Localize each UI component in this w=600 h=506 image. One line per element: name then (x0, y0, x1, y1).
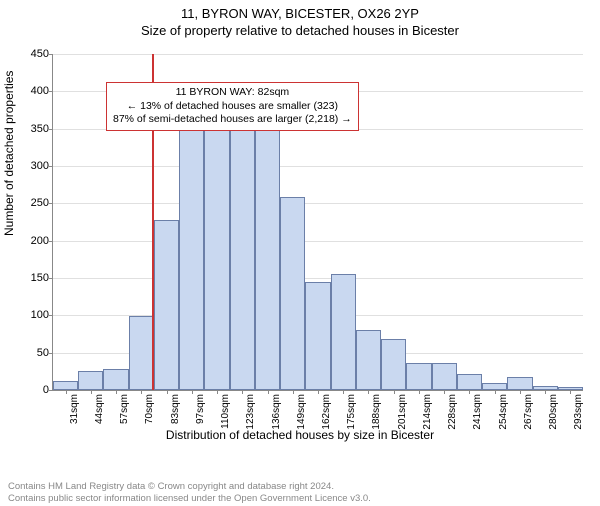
xtick-label: 267sqm (523, 394, 534, 430)
xtick-mark (394, 390, 395, 394)
gridline (53, 54, 583, 55)
xtick-mark (545, 390, 546, 394)
xtick-mark (116, 390, 117, 394)
ytick-mark (49, 54, 53, 55)
ytick-label: 450 (31, 48, 49, 60)
ytick-label: 0 (43, 384, 49, 396)
plot-area: 05010015020025030035040045031sqm44sqm57s… (52, 54, 583, 391)
footer: Contains HM Land Registry data © Crown c… (8, 481, 371, 504)
bar (53, 381, 78, 390)
info-line-2: ← 13% of detached houses are smaller (32… (113, 100, 352, 114)
info-box: 11 BYRON WAY: 82sqm ← 13% of detached ho… (106, 82, 359, 131)
footer-line-2: Contains public sector information licen… (8, 493, 371, 504)
xtick-mark (242, 390, 243, 394)
bar (406, 363, 431, 390)
xtick-label: 110sqm (220, 394, 231, 429)
xtick-label: 175sqm (346, 394, 357, 430)
xtick-mark (343, 390, 344, 394)
xtick-label: 280sqm (548, 394, 559, 430)
info-line-1: 11 BYRON WAY: 82sqm (113, 86, 352, 100)
bar (482, 383, 507, 390)
bar (432, 363, 457, 390)
ytick-label: 250 (31, 197, 49, 209)
xtick-label: 44sqm (94, 394, 105, 424)
xtick-mark (91, 390, 92, 394)
x-axis-label: Distribution of detached houses by size … (0, 428, 600, 442)
ytick-mark (49, 91, 53, 92)
xtick-label: 149sqm (296, 394, 307, 430)
ytick-label: 100 (31, 309, 49, 321)
xtick-mark (444, 390, 445, 394)
ytick-label: 50 (37, 347, 49, 359)
xtick-label: 162sqm (321, 394, 332, 430)
xtick-mark (192, 390, 193, 394)
xtick-mark (318, 390, 319, 394)
xtick-mark (520, 390, 521, 394)
gridline (53, 166, 583, 167)
bar (507, 377, 532, 390)
xtick-mark (217, 390, 218, 394)
xtick-label: 241sqm (472, 394, 483, 430)
xtick-mark (469, 390, 470, 394)
bar (179, 116, 204, 390)
ytick-label: 400 (31, 85, 49, 97)
bar (381, 339, 406, 390)
ytick-mark (49, 129, 53, 130)
xtick-label: 201sqm (397, 394, 408, 430)
ytick-label: 200 (31, 235, 49, 247)
gridline (53, 278, 583, 279)
xtick-label: 83sqm (170, 394, 181, 424)
xtick-mark (293, 390, 294, 394)
bar (103, 369, 128, 390)
bar (457, 374, 482, 390)
ytick-mark (49, 390, 53, 391)
xtick-label: 214sqm (422, 394, 433, 430)
bar (280, 197, 305, 390)
xtick-label: 123sqm (245, 394, 256, 430)
ytick-label: 150 (31, 272, 49, 284)
ytick-mark (49, 353, 53, 354)
bar (78, 371, 103, 390)
bar (129, 316, 154, 390)
xtick-mark (495, 390, 496, 394)
xtick-label: 136sqm (271, 394, 282, 430)
xtick-label: 57sqm (119, 394, 130, 424)
xtick-mark (167, 390, 168, 394)
bar (204, 112, 229, 390)
xtick-label: 97sqm (195, 394, 206, 424)
bar (230, 109, 255, 390)
bar (255, 125, 280, 390)
xtick-label: 31sqm (69, 394, 80, 424)
ytick-mark (49, 315, 53, 316)
xtick-label: 293sqm (573, 394, 584, 430)
xtick-mark (368, 390, 369, 394)
bar (305, 282, 330, 390)
bar (356, 330, 381, 390)
xtick-label: 70sqm (144, 394, 155, 424)
ytick-label: 350 (31, 123, 49, 135)
xtick-mark (570, 390, 571, 394)
ytick-mark (49, 203, 53, 204)
xtick-label: 254sqm (498, 394, 509, 430)
gridline (53, 203, 583, 204)
bar (154, 220, 179, 390)
gridline (53, 241, 583, 242)
info-line-3: 87% of semi-detached houses are larger (… (113, 113, 352, 127)
title-sub: Size of property relative to detached ho… (0, 23, 600, 38)
xtick-mark (268, 390, 269, 394)
ytick-mark (49, 166, 53, 167)
y-axis-label: Number of detached properties (2, 71, 16, 236)
ytick-label: 300 (31, 160, 49, 172)
xtick-mark (66, 390, 67, 394)
ytick-mark (49, 241, 53, 242)
footer-line-1: Contains HM Land Registry data © Crown c… (8, 481, 371, 492)
xtick-label: 188sqm (371, 394, 382, 430)
bar (331, 274, 356, 390)
title-main: 11, BYRON WAY, BICESTER, OX26 2YP (0, 6, 600, 21)
chart-container: Number of detached properties 0501001502… (0, 46, 600, 446)
xtick-mark (419, 390, 420, 394)
xtick-mark (141, 390, 142, 394)
xtick-label: 228sqm (447, 394, 458, 430)
ytick-mark (49, 278, 53, 279)
